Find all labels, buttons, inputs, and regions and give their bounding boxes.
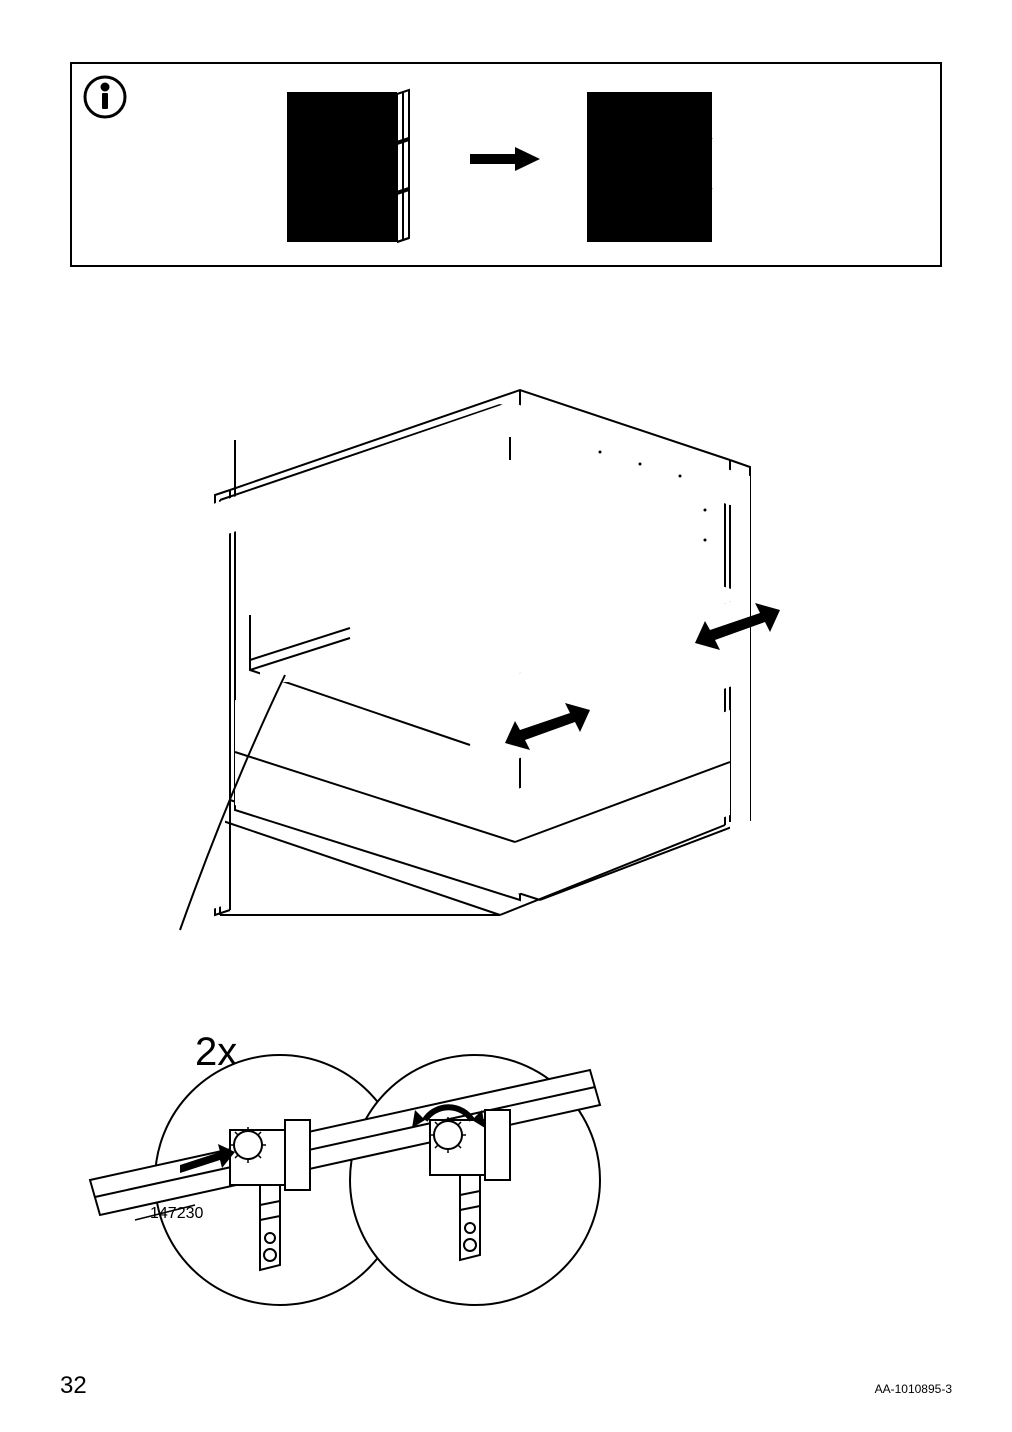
info-icon — [82, 74, 128, 120]
page-number: 32 — [60, 1372, 87, 1400]
transition-arrow-icon — [470, 144, 540, 174]
document-code: AA-1010895-3 — [875, 1382, 952, 1396]
info-panel — [70, 62, 942, 267]
detail-callout-area — [80, 1050, 680, 1350]
mini-cabinet-after — [577, 82, 727, 247]
main-isometric-diagram — [170, 370, 810, 970]
instruction-page: 2x — [0, 0, 1012, 1432]
part-number-label: 147230 — [150, 1205, 203, 1223]
mini-cabinet-before — [277, 82, 427, 247]
